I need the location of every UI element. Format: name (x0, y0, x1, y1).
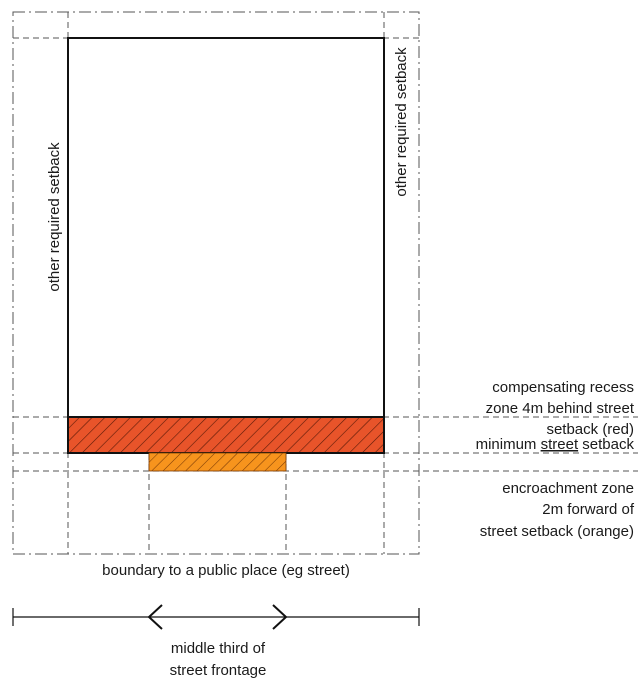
middle-third-label-line1: middle third of (171, 640, 266, 657)
min-suffix: setback (578, 436, 634, 453)
recess-label-line1: compensating recess (492, 379, 634, 396)
setback-label-left: other required setback (46, 142, 63, 292)
recess-label-line3: setback (red) (546, 421, 634, 438)
recess-label-line2: zone 4m behind street (486, 400, 635, 417)
encroach-label-line1: encroachment zone (502, 480, 634, 497)
min-underlined: street (541, 436, 579, 453)
building-footprint (67, 37, 385, 454)
minimum-setback-label: minimum street setback (476, 436, 635, 453)
encroachment-zone (148, 452, 287, 472)
boundary-label: boundary to a public place (eg street) (102, 562, 350, 579)
middle-third-label-line2: street frontage (170, 662, 267, 679)
encroach-label-line3: street setback (orange) (480, 523, 634, 540)
left-arrow-icon (147, 604, 163, 630)
frontage-dimension (12, 604, 420, 630)
min-prefix: minimum (476, 436, 541, 453)
encroach-label-line2: 2m forward of (542, 501, 635, 518)
site-boundary (12, 11, 420, 555)
right-arrow-icon (272, 604, 288, 630)
setback-label-right: other required setback (393, 47, 410, 197)
recess-zone (67, 416, 385, 454)
